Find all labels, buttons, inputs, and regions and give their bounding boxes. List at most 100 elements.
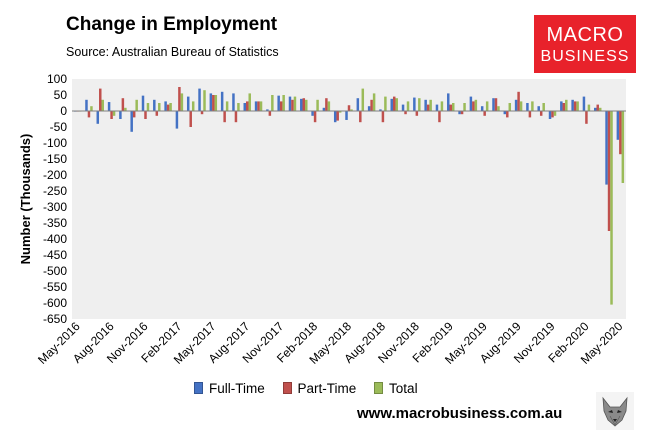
bar-full-time-aug-2016 — [107, 102, 111, 111]
legend-swatch-full-time — [194, 382, 203, 394]
chart-title: Change in Employment — [66, 14, 278, 35]
bar-total-sep-2016 — [124, 107, 127, 111]
bar-total-aug-2019 — [519, 101, 523, 111]
bar-total-sep-2018 — [395, 98, 398, 111]
bar-part-time-feb-2017 — [178, 87, 181, 111]
bar-full-time-oct-2017 — [266, 109, 269, 111]
legend-label-part-time: Part-Time — [297, 381, 357, 396]
y-axis-ticks: 100 50 0 -50 -100 -150 -200 -250 -300 -350 -400 -45… — [43, 72, 67, 326]
logo-line-1: MACRO — [546, 24, 624, 46]
bar-total-may-2018 — [350, 109, 353, 111]
legend-item-total: Total — [374, 381, 418, 396]
bar-total-jun-2018 — [361, 88, 365, 111]
bar-total-oct-2017 — [271, 95, 274, 111]
bar-full-time-dec-2018 — [424, 99, 427, 111]
legend-label-total: Total — [389, 381, 418, 396]
bar-part-time-jul-2017 — [234, 111, 238, 123]
bar-full-time-jan-2019 — [435, 104, 439, 111]
bar-part-time-aug-2016 — [110, 111, 113, 119]
bar-part-time-feb-2018 — [313, 111, 317, 123]
bar-full-time-jan-2020 — [571, 99, 574, 111]
bar-total-aug-2017 — [248, 93, 251, 111]
bar-total-may-2020 — [621, 111, 625, 183]
bar-total-jul-2018 — [372, 93, 376, 111]
bar-part-time-oct-2019 — [539, 111, 543, 116]
bar-total-apr-2019 — [474, 99, 478, 111]
bar-full-time-oct-2016 — [130, 111, 133, 132]
bar-full-time-nov-2017 — [277, 95, 280, 111]
bar-full-time-mar-2018 — [322, 107, 326, 111]
bar-total-nov-2016 — [146, 103, 150, 111]
bar-total-sep-2019 — [531, 101, 534, 111]
y-tick-label: -350 — [43, 216, 67, 230]
chart-legend: Full-Time Part-Time Total — [194, 381, 432, 396]
bar-total-aug-2016 — [112, 111, 116, 116]
y-tick-label: -100 — [43, 136, 67, 150]
bar-part-time-apr-2020 — [607, 111, 611, 231]
y-tick-label: -600 — [43, 296, 67, 310]
bar-part-time-sep-2017 — [257, 101, 260, 111]
bar-total-oct-2018 — [406, 101, 410, 111]
y-tick-label: -650 — [43, 312, 67, 326]
bar-full-time-nov-2016 — [141, 95, 145, 111]
bar-full-time-jun-2019 — [492, 98, 495, 111]
bar-total-apr-2017 — [203, 90, 206, 111]
bar-total-feb-2018 — [316, 99, 319, 111]
bar-part-time-dec-2016 — [155, 111, 159, 116]
y-tick-label: 50 — [54, 88, 68, 102]
y-tick-label: -300 — [43, 200, 67, 214]
bar-part-time-jun-2018 — [359, 111, 362, 123]
bar-full-time-jan-2017 — [164, 101, 167, 111]
bar-total-jan-2017 — [169, 103, 172, 111]
bar-part-time-dec-2018 — [426, 104, 430, 111]
bar-total-nov-2017 — [282, 95, 285, 111]
bar-total-nov-2019 — [553, 111, 557, 116]
bar-total-jun-2017 — [225, 101, 229, 111]
bar-part-time-aug-2018 — [381, 111, 385, 123]
y-tick-label: -450 — [43, 248, 67, 262]
bar-full-time-sep-2017 — [254, 101, 258, 111]
bar-part-time-feb-2019 — [449, 104, 452, 111]
legend-item-full-time: Full-Time — [194, 381, 265, 396]
y-tick-label: -550 — [43, 280, 67, 294]
bar-part-time-jan-2017 — [166, 104, 170, 111]
bar-part-time-aug-2017 — [246, 101, 249, 111]
bar-total-apr-2020 — [610, 111, 613, 305]
bar-part-time-dec-2017 — [291, 99, 294, 111]
chart-subtitle: Source: Australian Bureau of Statistics — [66, 45, 279, 59]
website-url: www.macrobusiness.com.au — [357, 405, 563, 422]
bar-full-time-sep-2016 — [119, 111, 122, 119]
bar-total-mar-2017 — [191, 101, 195, 111]
bar-part-time-sep-2016 — [121, 98, 125, 111]
bar-total-jul-2019 — [508, 103, 512, 111]
bar-total-aug-2018 — [384, 96, 387, 111]
bar-total-feb-2017 — [180, 93, 184, 111]
bar-full-time-jul-2019 — [503, 111, 507, 115]
bar-part-time-mar-2017 — [189, 111, 192, 127]
bar-part-time-may-2020 — [619, 111, 622, 155]
bar-total-sep-2017 — [259, 101, 263, 111]
bar-part-time-nov-2016 — [144, 111, 147, 119]
bar-total-jan-2020 — [576, 101, 579, 111]
bar-total-mar-2020 — [598, 107, 602, 111]
y-tick-label: -150 — [43, 152, 67, 166]
y-axis-label: Number (Thousands) — [18, 134, 33, 265]
bar-full-time-dec-2017 — [288, 96, 292, 111]
bar-full-time-jul-2016 — [96, 111, 100, 124]
y-tick-label: -250 — [43, 184, 67, 198]
bar-full-time-oct-2019 — [537, 106, 540, 111]
bar-part-time-mar-2020 — [596, 104, 599, 111]
bar-total-dec-2019 — [565, 99, 568, 111]
bar-part-time-sep-2018 — [392, 96, 396, 111]
bar-part-time-oct-2016 — [132, 111, 136, 118]
bar-part-time-oct-2018 — [404, 111, 407, 115]
bar-total-jan-2019 — [440, 101, 444, 111]
bar-total-nov-2018 — [418, 98, 421, 111]
bar-part-time-nov-2018 — [415, 111, 419, 116]
bar-total-jul-2016 — [101, 99, 104, 111]
bar-part-time-dec-2019 — [562, 103, 566, 111]
bar-full-time-mar-2017 — [186, 96, 190, 111]
x-axis-ticks: May-2016Aug-2016Nov-2016Feb-2017May-2017… — [35, 319, 626, 367]
bar-full-time-dec-2016 — [153, 99, 156, 111]
